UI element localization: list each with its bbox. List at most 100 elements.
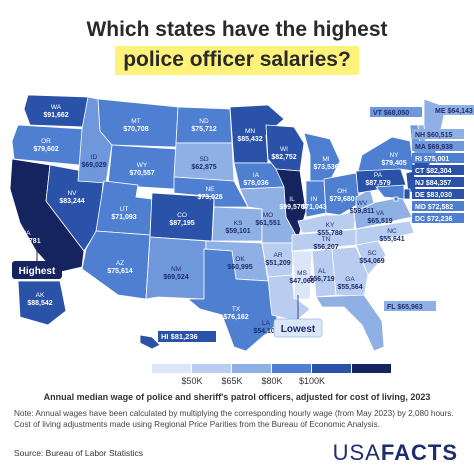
state-label-mn: MN$85,432	[237, 128, 262, 143]
state-callout-label: CT $82,304	[415, 168, 452, 175]
state-label-nv: NV$83,244	[59, 190, 84, 205]
labels-layer: WA$91,662OR$79,602CA$100,781NV$83,244ID$…	[11, 104, 474, 342]
state-label-va: VA$65,519	[367, 210, 392, 225]
state-label-mt: MT$70,708	[123, 118, 148, 133]
state-code: WI	[280, 146, 288, 153]
state-label-la: LA$54,106	[253, 320, 278, 335]
us-map: WA$91,662OR$79,602CA$100,781NV$83,244ID$…	[9, 94, 474, 352]
state-value: $91,662	[43, 112, 68, 119]
state-value: $69,524	[163, 274, 188, 281]
states-layer	[9, 94, 447, 352]
state-label-az: AZ$75,614	[107, 260, 132, 275]
state-label-ut: UT$71,093	[111, 206, 136, 221]
state-callout-box	[412, 165, 464, 175]
state-ak	[17, 280, 67, 326]
state-value: $54,106	[253, 328, 278, 335]
state-callout-box	[432, 105, 474, 115]
brand-part-1: USA	[332, 440, 381, 465]
caption: Annual median wage of police and sheriff…	[43, 392, 431, 402]
state-value: $59,101	[225, 228, 250, 235]
state-label-nm: NM$69,524	[163, 266, 188, 281]
state-callout-ct: CT $82,304	[412, 165, 464, 175]
state-code: OR	[41, 138, 51, 145]
state-callout-nj: NJ $84,357	[412, 177, 464, 187]
state-mt	[97, 98, 179, 148]
state-callout-box	[412, 213, 464, 223]
state-callout-ri: RI $75,001	[412, 153, 464, 163]
state-label-ar: AR$51,209	[265, 252, 290, 267]
state-code: MS	[297, 270, 307, 277]
state-md	[375, 184, 405, 200]
state-value: $76,162	[223, 314, 248, 321]
legend-swatch	[192, 364, 231, 373]
highest-callout-box	[12, 261, 62, 279]
state-callout-md: MD $72,582	[412, 201, 464, 211]
state-code: NM	[171, 266, 181, 273]
state-code: NV	[67, 190, 77, 197]
state-value: $99,570	[279, 204, 304, 211]
state-code: MN	[245, 128, 255, 135]
state-label-wv: WV$59,811	[350, 200, 375, 215]
state-callout-nh: NH $60,515	[412, 129, 464, 139]
state-code: AZ	[116, 260, 124, 267]
state-callout-dc: DC $72,236	[412, 213, 464, 223]
state-la	[267, 274, 311, 322]
legend-swatch	[152, 364, 191, 373]
state-value: $54,069	[359, 258, 384, 265]
legend-tick-label: $50K	[181, 376, 203, 386]
state-value: $79,602	[33, 146, 58, 153]
state-code: GA	[345, 276, 355, 283]
note: Note: Annual wages have been calculated …	[14, 409, 454, 429]
state-label-wy: WY$70,557	[129, 162, 154, 177]
state-label-ak: AK$88,542	[27, 292, 52, 307]
state-code: TN	[322, 236, 331, 243]
state-callout-box	[412, 141, 464, 151]
state-value: $62,875	[191, 164, 216, 171]
state-callout-label: DE $83,030	[415, 192, 452, 199]
state-value: $55,564	[337, 284, 362, 291]
state-callout-label: HI $81,236	[161, 332, 198, 341]
state-callout-label: FL $65,963	[387, 304, 423, 311]
legend-tick-label: $100K	[298, 376, 326, 386]
state-code: ND	[199, 118, 209, 125]
state-code: IL	[289, 196, 295, 203]
state-callout-vt: VT $68,050	[370, 107, 422, 117]
state-label-sd: SD$62,875	[191, 156, 216, 171]
state-callout-box	[384, 301, 436, 311]
state-callout-label: ME $64,143	[435, 108, 473, 115]
state-label-pa: PA$87,579	[365, 172, 390, 187]
state-value: $55,641	[379, 236, 404, 243]
state-label-nd: ND$75,712	[191, 118, 216, 133]
state-value: $51,209	[265, 260, 290, 267]
state-value: $71,043	[301, 204, 326, 211]
state-label-wa: WA$91,662	[43, 104, 68, 119]
state-value: $87,195	[169, 220, 194, 227]
state-nm	[145, 236, 207, 300]
highest-callout-text: Highest	[19, 266, 56, 277]
state-code: IN	[311, 196, 318, 203]
state-code: KY	[326, 222, 335, 229]
state-value: $55,788	[317, 230, 342, 237]
state-value: $75,712	[191, 126, 216, 133]
state-code: WY	[137, 162, 148, 169]
state-label-sc: SC$54,069	[359, 250, 384, 265]
state-code: IA	[253, 172, 260, 179]
source: Source: Bureau of Labor Statistics	[14, 448, 143, 458]
state-code: OH	[337, 188, 347, 195]
state-code: KS	[234, 220, 243, 227]
state-value: $56,719	[309, 276, 334, 283]
state-value: $61,551	[255, 220, 280, 227]
state-code: SC	[367, 250, 376, 257]
state-code: AR	[273, 252, 282, 259]
state-callout-fl: FL $65,963	[384, 301, 436, 311]
state-label-mo: MO$61,551	[255, 212, 280, 227]
state-code: OK	[235, 256, 245, 263]
state-nd	[175, 106, 233, 144]
state-callout-box	[412, 201, 464, 211]
state-value: $83,244	[59, 198, 84, 205]
state-callout-box	[412, 189, 464, 199]
state-label-al: AL$56,719	[309, 268, 334, 283]
state-code: MO	[263, 212, 273, 219]
state-label-ok: OK$60,995	[227, 256, 252, 271]
state-value: $47,060	[289, 278, 314, 285]
